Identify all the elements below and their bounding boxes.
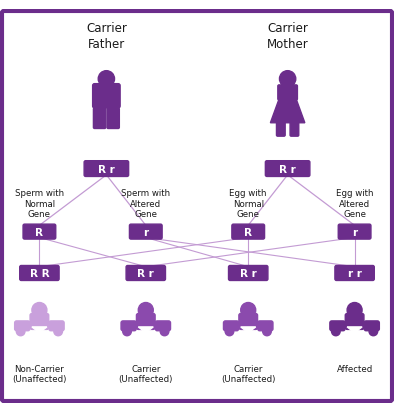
Text: Carrier
Father: Carrier Father — [86, 22, 127, 51]
FancyBboxPatch shape — [93, 84, 120, 109]
Text: R: R — [35, 227, 43, 237]
FancyBboxPatch shape — [290, 123, 299, 137]
Text: R r: R r — [138, 268, 154, 278]
Text: r r: r r — [348, 268, 362, 278]
Circle shape — [279, 71, 296, 88]
Circle shape — [241, 303, 256, 318]
Polygon shape — [347, 327, 362, 333]
Text: Carrier
(Unaffected): Carrier (Unaffected) — [119, 364, 173, 383]
FancyBboxPatch shape — [335, 266, 374, 281]
Text: Non-Carrier
(Unaffected): Non-Carrier (Unaffected) — [12, 364, 67, 383]
Circle shape — [54, 328, 62, 336]
Polygon shape — [270, 99, 305, 123]
Text: Sperm with
Altered
Gene: Sperm with Altered Gene — [121, 189, 170, 218]
FancyBboxPatch shape — [15, 321, 30, 331]
Circle shape — [263, 328, 271, 336]
Text: Affected: Affected — [336, 364, 373, 373]
Circle shape — [98, 71, 115, 88]
FancyBboxPatch shape — [126, 266, 165, 281]
Circle shape — [332, 328, 340, 336]
FancyBboxPatch shape — [229, 266, 268, 281]
Circle shape — [347, 303, 362, 318]
FancyBboxPatch shape — [155, 321, 171, 331]
Text: Egg with
Normal
Gene: Egg with Normal Gene — [229, 189, 267, 218]
Circle shape — [17, 328, 25, 336]
Polygon shape — [32, 327, 47, 333]
Text: Sperm with
Normal
Gene: Sperm with Normal Gene — [15, 189, 64, 218]
Polygon shape — [241, 327, 256, 333]
FancyBboxPatch shape — [93, 109, 106, 129]
FancyBboxPatch shape — [30, 313, 49, 330]
FancyBboxPatch shape — [136, 313, 155, 330]
Text: R: R — [244, 227, 252, 237]
FancyBboxPatch shape — [223, 321, 239, 331]
FancyBboxPatch shape — [2, 12, 392, 401]
FancyBboxPatch shape — [121, 321, 136, 331]
FancyBboxPatch shape — [107, 109, 119, 129]
Circle shape — [160, 328, 169, 336]
Text: R r: R r — [98, 164, 115, 174]
FancyBboxPatch shape — [338, 225, 371, 240]
Text: r: r — [143, 227, 149, 237]
FancyBboxPatch shape — [278, 85, 297, 101]
FancyBboxPatch shape — [345, 313, 364, 330]
FancyBboxPatch shape — [258, 321, 273, 331]
FancyBboxPatch shape — [84, 161, 128, 177]
FancyBboxPatch shape — [20, 266, 59, 281]
FancyBboxPatch shape — [265, 161, 310, 177]
FancyBboxPatch shape — [364, 321, 379, 331]
Text: Carrier
Mother: Carrier Mother — [267, 22, 309, 51]
FancyBboxPatch shape — [277, 123, 285, 137]
Polygon shape — [138, 327, 153, 333]
Text: r: r — [352, 227, 357, 237]
FancyBboxPatch shape — [239, 313, 258, 330]
Text: R R: R R — [30, 268, 49, 278]
Circle shape — [369, 328, 377, 336]
Text: R r: R r — [240, 268, 256, 278]
FancyBboxPatch shape — [232, 225, 264, 240]
Text: Carrier
(Unaffected): Carrier (Unaffected) — [221, 364, 275, 383]
FancyBboxPatch shape — [49, 321, 64, 331]
FancyBboxPatch shape — [330, 321, 345, 331]
Text: Egg with
Altered
Gene: Egg with Altered Gene — [336, 189, 374, 218]
FancyBboxPatch shape — [129, 225, 162, 240]
Text: R r: R r — [279, 164, 296, 174]
Circle shape — [123, 328, 131, 336]
Circle shape — [225, 328, 234, 336]
Circle shape — [32, 303, 47, 318]
Circle shape — [138, 303, 153, 318]
FancyBboxPatch shape — [23, 225, 56, 240]
